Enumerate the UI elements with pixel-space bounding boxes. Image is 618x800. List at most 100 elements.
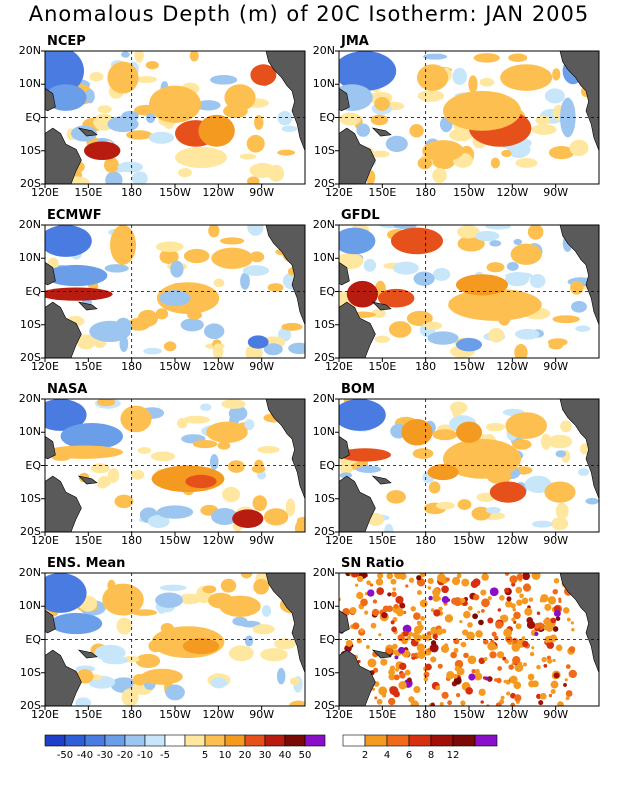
x-tick-label: 120W [496, 534, 529, 547]
panel-title: NCEP [47, 34, 86, 49]
y-tick-label: EQ [25, 110, 41, 124]
x-tick-label: 180 [415, 186, 437, 199]
colorbar-sn-tick-label: 6 [405, 750, 413, 761]
x-tick-label: 150W [159, 186, 191, 199]
colorbar-sn [342, 734, 498, 747]
x-tick-label: 120E [31, 534, 59, 547]
x-tick-label: 180 [415, 360, 437, 373]
y-tick-label: 10S [314, 143, 335, 157]
y-tick-label: EQ [25, 284, 41, 298]
colorbar-sn-tick-label: 2 [361, 750, 369, 761]
y-tick-label: EQ [319, 110, 335, 124]
panel-title: JMA [341, 34, 369, 49]
y-tick-label: 20N [18, 218, 41, 231]
y-tick-label: EQ [319, 632, 335, 646]
x-tick-label: 180 [415, 534, 437, 547]
x-tick-label: 150E [74, 360, 103, 373]
y-tick-label: 10N [312, 77, 335, 91]
page-title: Anomalous Depth (m) of 20C Isotherm: JAN… [28, 2, 590, 26]
colorbar-main [44, 734, 326, 747]
x-tick-label: 120W [496, 708, 529, 721]
y-tick-label: EQ [319, 284, 335, 298]
y-tick-label: 20S [20, 699, 41, 712]
x-tick-label: 90W [543, 708, 569, 721]
x-tick-label: 120W [496, 186, 529, 199]
y-tick-label: EQ [25, 632, 41, 646]
x-tick-label: 90W [543, 186, 569, 199]
y-tick-label: 10S [314, 491, 335, 505]
y-tick-label: 10S [20, 491, 41, 505]
y-tick-label: 10N [18, 599, 41, 613]
y-tick-label: 10N [312, 425, 335, 439]
x-tick-label: 120W [202, 360, 235, 373]
y-tick-label: 10S [314, 665, 335, 679]
x-tick-label: 150W [453, 534, 485, 547]
x-tick-label: 150E [74, 708, 103, 721]
x-tick-label: 90W [249, 360, 275, 373]
y-tick-label: 10S [20, 665, 41, 679]
colorbar-tick-label: -40 [76, 750, 94, 761]
panel-ens-mean [41, 572, 306, 710]
x-tick-label: 180 [415, 708, 437, 721]
colorbar-tick-label: 30 [258, 750, 272, 761]
x-tick-label: 150W [453, 708, 485, 721]
x-tick-label: 90W [543, 534, 569, 547]
y-tick-label: 20S [20, 351, 41, 364]
x-tick-label: 180 [121, 708, 143, 721]
x-tick-label: 150E [368, 186, 397, 199]
panel-title: SN Ratio [341, 556, 405, 571]
x-tick-label: 150W [159, 360, 191, 373]
colorbar-tick-label: 20 [238, 750, 252, 761]
x-tick-label: 150E [74, 186, 103, 199]
colorbar-tick-label: 5 [201, 750, 209, 761]
x-tick-label: 180 [121, 186, 143, 199]
panel-jma [335, 50, 600, 188]
panel-title: NASA [47, 382, 88, 397]
x-tick-label: 150W [159, 534, 191, 547]
panel-sn-ratio [335, 572, 600, 710]
y-tick-label: 10N [312, 251, 335, 265]
panel-nasa [41, 398, 306, 536]
x-tick-label: 180 [121, 534, 143, 547]
x-tick-label: 90W [249, 708, 275, 721]
x-tick-label: 90W [543, 360, 569, 373]
y-tick-label: EQ [319, 458, 335, 472]
y-tick-label: EQ [25, 458, 41, 472]
x-tick-label: 120E [31, 360, 59, 373]
colorbar-sn-tick-label: 8 [427, 750, 435, 761]
y-tick-label: 20S [20, 177, 41, 190]
colorbar-tick-label: -10 [136, 750, 154, 761]
colorbar-tick-label: 10 [218, 750, 232, 761]
x-tick-label: 120W [202, 186, 235, 199]
x-tick-label: 150W [453, 186, 485, 199]
panel-gfdl [335, 224, 600, 362]
y-tick-label: 20S [20, 525, 41, 538]
panel-title: ENS. Mean [47, 556, 126, 571]
x-tick-label: 150E [74, 534, 103, 547]
x-tick-label: 120E [325, 534, 353, 547]
x-tick-label: 150E [368, 708, 397, 721]
x-tick-label: 120W [202, 534, 235, 547]
y-tick-label: 20N [18, 44, 41, 57]
y-tick-label: 20N [18, 392, 41, 405]
y-tick-label: 10S [20, 143, 41, 157]
x-tick-label: 120W [496, 360, 529, 373]
colorbar-tick-label: 40 [278, 750, 292, 761]
x-tick-label: 120E [31, 186, 59, 199]
colorbar-tick-label: 50 [298, 750, 312, 761]
x-tick-label: 120E [31, 708, 59, 721]
y-tick-label: 20N [18, 566, 41, 579]
panel-ecmwf [41, 224, 306, 362]
colorbar-tick-label: -50 [56, 750, 74, 761]
panel-title: ECMWF [47, 208, 102, 223]
y-tick-label: 10S [314, 317, 335, 331]
y-tick-label: 10N [312, 599, 335, 613]
y-tick-label: 20S [314, 525, 335, 538]
y-tick-label: 10N [18, 77, 41, 91]
colorbar-sn-tick-label: 4 [383, 750, 391, 761]
x-tick-label: 150E [368, 360, 397, 373]
colorbar-tick-label: -5 [160, 750, 170, 761]
x-tick-label: 150W [159, 708, 191, 721]
x-tick-label: 120E [325, 708, 353, 721]
y-tick-label: 20S [314, 177, 335, 190]
